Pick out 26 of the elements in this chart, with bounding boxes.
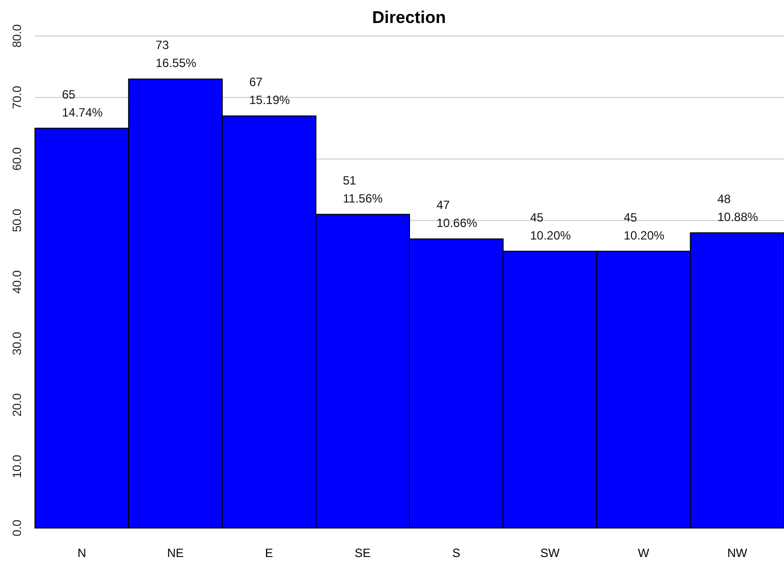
data-label: 65 14.74% — [62, 87, 104, 120]
x-tick-label: W — [638, 546, 650, 560]
data-label: 47 10.66% — [436, 198, 478, 230]
data-label: 45 10.20% — [624, 210, 665, 242]
x-tick-label: E — [265, 546, 274, 560]
data-label: 48 10.88% — [717, 192, 758, 224]
y-tick-label: 30.0 — [10, 332, 24, 356]
x-tick-label: N — [77, 546, 86, 560]
y-tick-label: 70.0 — [10, 86, 24, 110]
data-label: 51 11.56% — [342, 173, 384, 206]
data-label: 45 10.20% — [530, 210, 572, 242]
x-tick-label: S — [452, 546, 460, 560]
y-tick-label: 0.0 — [10, 519, 24, 536]
y-tick-label: 40.0 — [10, 270, 24, 294]
data-label: 73 16.55% — [156, 38, 197, 70]
data-label: 67 15.19% — [249, 74, 290, 107]
x-tick-label: SW — [540, 546, 560, 560]
x-tick-label: NE — [167, 546, 184, 560]
y-tick-label: 80.0 — [10, 24, 24, 48]
chart-title: Direction — [372, 8, 446, 27]
y-tick-label: 10.0 — [10, 454, 24, 478]
y-tick-label: 60.0 — [10, 147, 24, 171]
y-tick-label: 20.0 — [10, 393, 24, 417]
y-tick-label: 50.0 — [10, 208, 24, 232]
x-tick-label: NW — [727, 546, 748, 560]
x-tick-label: SE — [354, 546, 371, 560]
